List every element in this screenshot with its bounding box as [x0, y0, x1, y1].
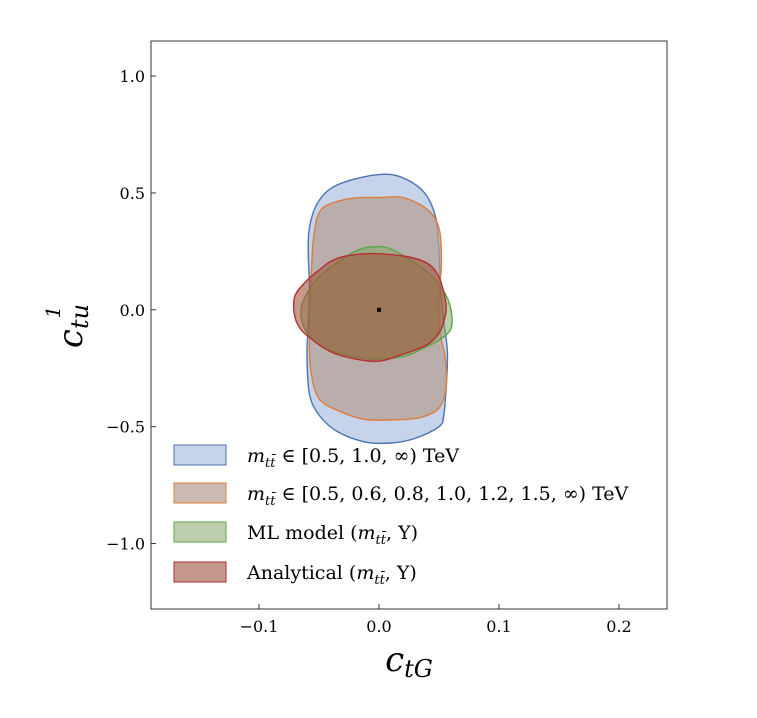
x-tick-label: 0.2 — [606, 617, 631, 636]
legend-entry: mtt̄ ∈ [0.5, 0.6, 0.8, 1.0, 1.2, 1.5, ∞)… — [247, 483, 629, 509]
y-axis-label-subscript: tu — [66, 304, 94, 329]
y-tick-label: 0.0 — [120, 301, 145, 320]
y-axis-label-superscript: 1 — [41, 306, 65, 319]
x-tick-label: −0.1 — [240, 617, 279, 636]
y-tick-label: 0.5 — [120, 184, 145, 203]
legend-entry: ML model (mtt̄, Y) — [247, 522, 418, 548]
x-axis-label-subscript: tG — [404, 655, 433, 683]
legend-swatch — [173, 561, 227, 583]
legend-swatch — [173, 482, 227, 504]
legend: mtt̄ ∈ [0.5, 1.0, ∞) TeV mtt̄ ∈ [0.5, 0.6… — [173, 444, 629, 588]
y-axis-ticks: −1.0 −0.5 0.0 0.5 1.0 — [106, 67, 156, 554]
y-axis-label-main: c — [51, 329, 91, 348]
x-tick-label: 0.1 — [486, 617, 511, 636]
x-axis-ticks: −0.1 0.0 0.1 0.2 — [240, 604, 632, 636]
y-tick-label: 1.0 — [120, 67, 145, 86]
plot-frame — [150, 40, 668, 610]
x-axis-label-main: c — [385, 640, 404, 680]
x-axis-label: ctG — [385, 640, 433, 683]
sm-point-marker — [377, 307, 381, 312]
y-tick-label: −1.0 — [106, 535, 145, 554]
legend-entry: mtt̄ ∈ [0.5, 1.0, ∞) TeV — [247, 445, 459, 471]
y-axis-label-group: ctu 1 — [41, 304, 94, 348]
x-tick-label: 0.0 — [366, 617, 391, 636]
legend-swatch — [173, 444, 227, 466]
contour-series-4 — [292, 252, 447, 363]
y-axis-label: ctu — [51, 304, 94, 348]
legend-entry: Analytical (mtt̄, Y) — [246, 562, 417, 588]
contour-layer — [292, 173, 453, 445]
y-tick-label: −0.5 — [106, 418, 145, 437]
legend-swatch — [173, 521, 227, 543]
